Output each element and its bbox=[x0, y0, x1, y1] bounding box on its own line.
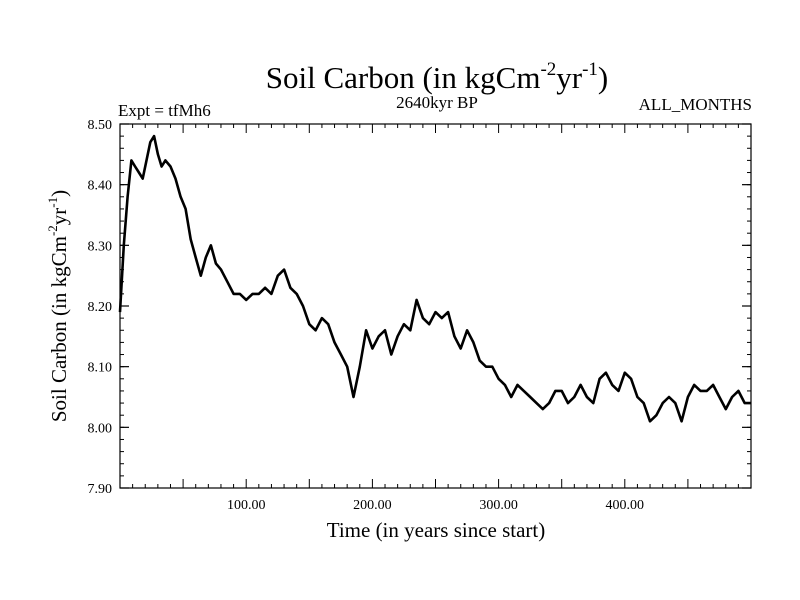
y-axis: 7.90 8.00 8.10 8.20 8.30 8.40 8.50 bbox=[88, 118, 751, 497]
y-tick-label: 8.00 bbox=[88, 421, 113, 436]
y-tick-label: 8.30 bbox=[88, 239, 113, 254]
x-axis-label: Time (in years since start) bbox=[327, 518, 546, 542]
y-tick-label: 8.50 bbox=[88, 118, 113, 133]
y-tick-label: 7.90 bbox=[88, 482, 113, 497]
soil-carbon-series-line bbox=[118, 134, 751, 423]
chart-subtitle: 2640kyr BP bbox=[396, 93, 478, 112]
experiment-label: Expt = tfMh6 bbox=[118, 101, 211, 120]
x-tick-label: 200.00 bbox=[353, 498, 392, 513]
y-tick-label: 8.40 bbox=[88, 179, 113, 194]
plot-frame bbox=[119, 123, 752, 489]
months-label: ALL_MONTHS bbox=[639, 95, 752, 114]
y-axis-label: Soil Carbon (in kgCm-2yr-1) bbox=[45, 190, 71, 422]
x-tick-label: 300.00 bbox=[479, 498, 518, 513]
y-tick-label: 8.10 bbox=[88, 361, 113, 376]
y-tick-label: 8.20 bbox=[88, 300, 113, 315]
chart-title: Soil Carbon (in kgCm-2yr-1) bbox=[266, 59, 609, 95]
x-tick-label: 100.00 bbox=[227, 498, 266, 513]
x-tick-label: 400.00 bbox=[606, 498, 645, 513]
x-axis: 100.00 200.00 300.00 400.00 bbox=[132, 124, 739, 513]
